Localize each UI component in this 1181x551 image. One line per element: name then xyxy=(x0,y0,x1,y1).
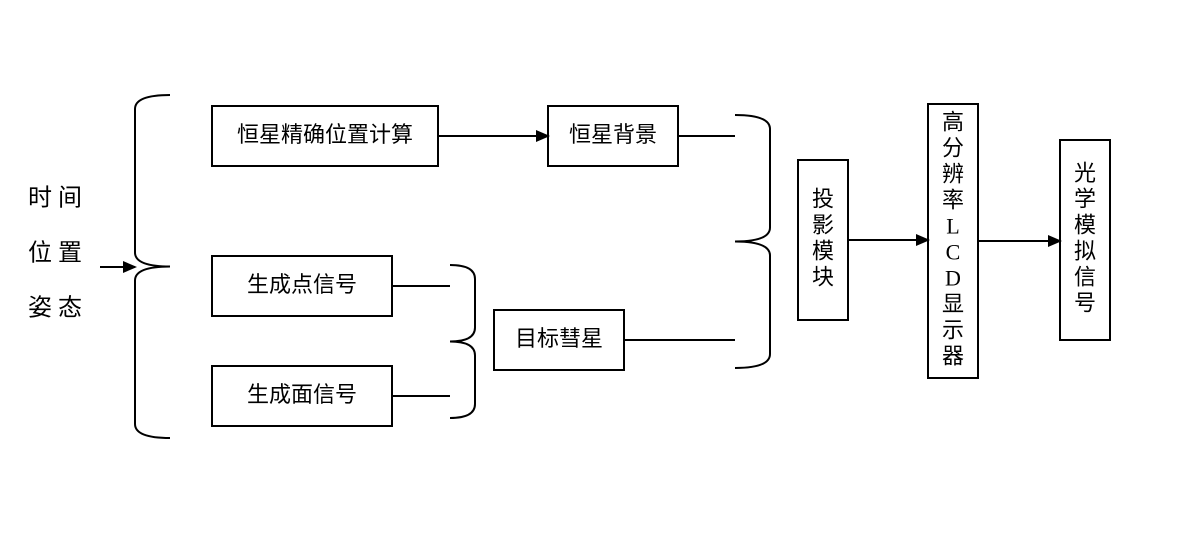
brace-mid xyxy=(450,265,475,418)
input-label-l1: 时 间 xyxy=(28,185,82,212)
node-label-gen_point: 生成点信号 xyxy=(247,272,357,297)
node-label-proj: 投影模块 xyxy=(812,187,834,290)
node-label-optical: 光学模拟信号 xyxy=(1074,161,1096,316)
node-target: 目标彗星 xyxy=(494,310,624,370)
input-label-l2: 位 置 xyxy=(28,240,82,267)
node-proj: 投影模块 xyxy=(798,160,848,320)
node-label-star_calc: 恒星精确位置计算 xyxy=(237,122,413,147)
input-label-l3: 姿 态 xyxy=(28,295,82,322)
node-label-star_bg: 恒星背景 xyxy=(569,122,657,147)
brace-big xyxy=(735,115,770,368)
node-star_calc: 恒星精确位置计算 xyxy=(212,106,438,166)
brace-input xyxy=(135,95,170,438)
node-gen_face: 生成面信号 xyxy=(212,366,392,426)
node-optical: 光学模拟信号 xyxy=(1060,140,1110,340)
node-star_bg: 恒星背景 xyxy=(548,106,678,166)
node-gen_point: 生成点信号 xyxy=(212,256,392,316)
node-label-target: 目标彗星 xyxy=(515,326,603,351)
node-label-gen_face: 生成面信号 xyxy=(247,382,357,407)
node-lcd: 高分辨率LCD显示器 xyxy=(928,104,978,378)
